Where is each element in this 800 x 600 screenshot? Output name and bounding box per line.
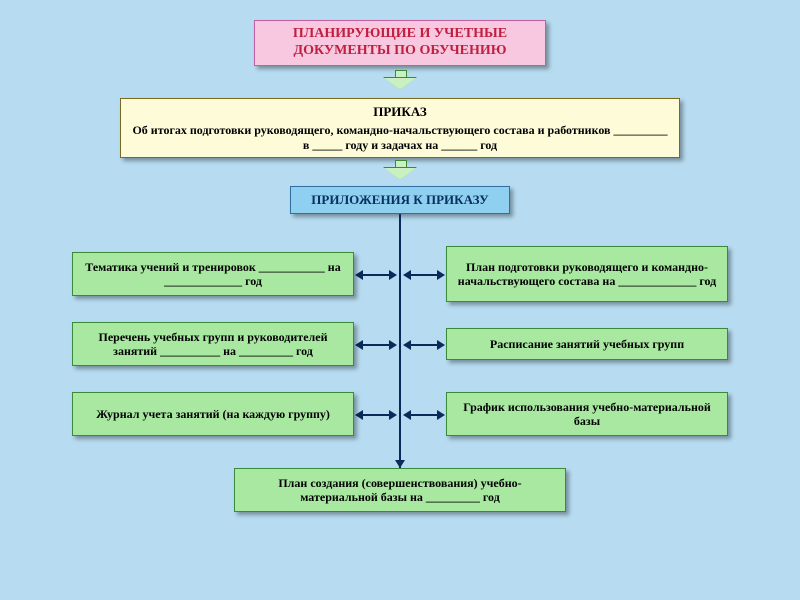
order-box: ПРИКАЗ Об итогах подготовки руководящего… [120,98,680,158]
right-box-2-text: Расписание занятий учебных групп [490,337,684,351]
bottom-box-text: План создания (совершенствования) учебно… [243,476,557,505]
left-box-2-text: Перечень учебных групп и руководителей з… [81,330,345,359]
spine-line [399,214,401,468]
left-box-3: Журнал учета занятий (на каждую группу) [72,392,354,436]
left-box-2: Перечень учебных групп и руководителей з… [72,322,354,366]
dharr-left-2 [362,344,390,346]
right-box-3: График использования учебно-материальной… [446,392,728,436]
right-box-3-text: График использования учебно-материальной… [455,400,719,429]
title-box: ПЛАНИРУЮЩИЕ И УЧЕТНЫЕ ДОКУМЕНТЫ ПО ОБУЧЕ… [254,20,546,66]
dharr-right-1 [410,274,438,276]
right-box-1-text: План подготовки руководящего и командно-… [455,260,719,289]
right-box-1: План подготовки руководящего и командно-… [446,246,728,302]
left-box-1-text: Тематика учений и тренировок ___________… [81,260,345,289]
appendix-box: ПРИЛОЖЕНИЯ К ПРИКАЗУ [290,186,510,214]
dharr-right-2 [410,344,438,346]
order-title: ПРИКАЗ [373,104,427,120]
spine-arrowhead [395,460,405,468]
dharr-left-3 [362,414,390,416]
dharr-left-1 [362,274,390,276]
bottom-box: План создания (совершенствования) учебно… [234,468,566,512]
left-box-3-text: Журнал учета занятий (на каждую группу) [96,407,330,421]
right-box-2: Расписание занятий учебных групп [446,328,728,360]
title-text: ПЛАНИРУЮЩИЕ И УЧЕТНЫЕ ДОКУМЕНТЫ ПО ОБУЧЕ… [263,26,537,60]
order-body: Об итогах подготовки руководящего, коман… [129,123,671,152]
left-box-1: Тематика учений и тренировок ___________… [72,252,354,296]
appendix-text: ПРИЛОЖЕНИЯ К ПРИКАЗУ [311,192,488,208]
dharr-right-3 [410,414,438,416]
